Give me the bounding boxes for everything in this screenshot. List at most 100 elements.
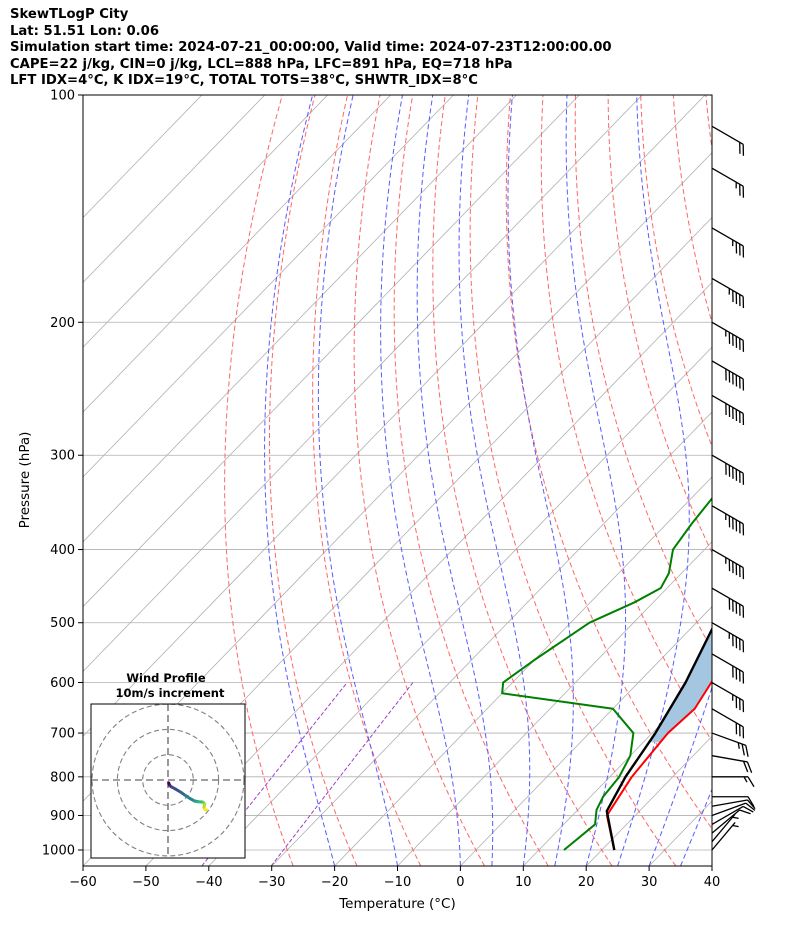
y-tick-label: 700	[50, 727, 75, 742]
x-tick-label: 20	[578, 875, 595, 890]
wind-barb	[711, 681, 745, 713]
wind-barb	[712, 776, 755, 788]
x-tick-label: 10	[515, 875, 532, 890]
dry-adiabat	[224, 95, 294, 866]
isotherm-gridline	[271, 411, 712, 866]
wind-barb	[711, 813, 739, 843]
isotherm-gridline	[334, 476, 712, 866]
isotherm-gridline	[83, 95, 517, 543]
isotherm-gridline	[523, 670, 712, 866]
isotherm-gridline	[83, 95, 643, 673]
title-line-indices-2: LFT IDX=4°C, K IDX=19°C, TOTAL TOTS=38°C…	[10, 73, 478, 89]
isotherm-gridline	[83, 95, 391, 413]
parcel-profile	[605, 626, 712, 851]
wind-barb	[711, 167, 745, 198]
wind-barb	[711, 321, 745, 352]
wind-barb	[711, 653, 745, 684]
moist-adiabat	[458, 95, 531, 866]
isotherm-gridline	[208, 346, 712, 866]
wind-barb	[711, 708, 745, 739]
x-tick-label: −30	[258, 875, 285, 890]
dry-adiabat	[771, 95, 794, 866]
wind-barb	[711, 622, 745, 653]
wind-barb	[711, 809, 751, 834]
wind-barb	[711, 732, 749, 757]
wind-barb	[711, 805, 754, 826]
y-axis-label: Pressure (hPa)	[17, 432, 33, 529]
y-tick-label: 500	[50, 616, 75, 631]
hodograph-ring	[91, 704, 245, 857]
moist-adiabat	[565, 95, 627, 866]
dry-adiabat	[540, 95, 712, 742]
x-tick-label: 30	[641, 875, 658, 890]
hodograph-frame	[90, 703, 246, 859]
moist-adiabat	[617, 95, 690, 866]
mixing-ratio-line	[270, 682, 414, 866]
dry-adiabat	[353, 95, 485, 866]
moist-adiabat	[380, 95, 461, 866]
x-tick-label: −20	[321, 875, 348, 890]
dry-adiabat	[505, 95, 712, 830]
isotherm-gridline	[460, 606, 712, 866]
isotherm-gridline	[83, 95, 580, 608]
dry-adiabat	[640, 95, 712, 448]
wind-barb	[711, 454, 745, 485]
title-block: SkewTLogP City Lat: 51.51 Lon: 0.06 Simu…	[10, 7, 612, 90]
y-tick-label: 1000	[42, 844, 75, 859]
dry-adiabat	[672, 95, 712, 325]
wind-barb	[711, 802, 756, 817]
isotherm-gridline	[397, 541, 712, 866]
wind-barb	[711, 227, 745, 258]
wind-barb	[711, 822, 739, 851]
y-tick-label: 200	[50, 316, 75, 331]
wind-barb	[711, 360, 745, 391]
isotherm-gridline	[145, 281, 712, 866]
dry-adiabat	[268, 95, 358, 866]
dry-adiabat	[432, 95, 613, 866]
moist-adiabat	[648, 685, 712, 866]
hodograph-subtitle: 10m/s increment	[116, 686, 225, 700]
isotherm-gridline	[585, 735, 712, 866]
dry-adiabat	[393, 95, 549, 866]
moist-adiabat	[264, 95, 336, 866]
x-tick-label: −10	[384, 875, 411, 890]
dry-adiabat	[574, 95, 712, 651]
hodograph-title: Wind Profile	[126, 671, 206, 685]
isotherm-gridline	[648, 800, 712, 866]
isotherm-gridline	[83, 95, 266, 283]
isotherm-gridline	[83, 95, 706, 737]
y-tick-label: 800	[50, 770, 75, 785]
x-tick-label: −50	[132, 875, 159, 890]
y-tick-label: 900	[50, 809, 75, 824]
wind-barb	[711, 125, 745, 156]
wind-barb	[712, 796, 755, 807]
x-tick-label: 40	[704, 875, 721, 890]
x-tick-label: −60	[69, 875, 96, 890]
wind-barb	[711, 505, 745, 536]
wind-barb	[711, 755, 753, 773]
dry-adiabat	[607, 95, 712, 554]
title-line-location: Lat: 51.51 Lon: 0.06	[10, 23, 160, 39]
moist-adiabat	[317, 95, 398, 866]
moist-adiabat	[416, 95, 494, 866]
y-tick-label: 300	[50, 449, 75, 464]
cape-shading	[649, 629, 712, 743]
title-line-indices-1: CAPE=22 j/kg, CIN=0 j/kg, LCL=888 hPa, L…	[10, 56, 513, 72]
isotherm-gridline	[83, 95, 328, 348]
temperature-profile	[605, 679, 712, 851]
wind-barb	[711, 799, 756, 810]
dry-adiabat	[705, 95, 712, 152]
isotherm-gridline	[711, 865, 712, 866]
title-line-station: SkewTLogP City	[10, 7, 129, 22]
moist-adiabat	[680, 788, 712, 866]
dewpoint-profile	[501, 496, 712, 851]
y-tick-label: 100	[50, 89, 75, 104]
isotherm-gridline	[83, 95, 454, 478]
wind-barb	[711, 548, 745, 580]
moist-adiabat	[507, 95, 574, 866]
dry-adiabat	[469, 95, 677, 866]
wind-barb	[711, 587, 745, 618]
wind-barb	[711, 277, 745, 309]
x-tick-label: −40	[195, 875, 222, 890]
